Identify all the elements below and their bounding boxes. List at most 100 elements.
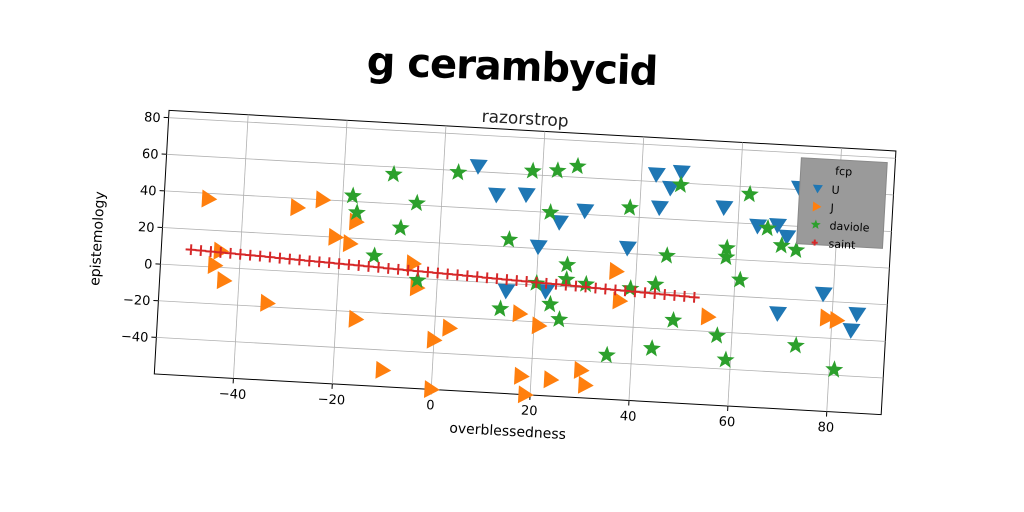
data-point [343, 186, 362, 204]
data-point [452, 269, 463, 281]
data-point [432, 267, 444, 279]
data-point [313, 256, 325, 268]
data-point [523, 161, 542, 180]
data-point [423, 380, 440, 399]
data-point [612, 291, 629, 310]
data-point [550, 214, 569, 231]
grid-line-x [628, 136, 645, 401]
data-point [708, 326, 727, 344]
data-point [529, 239, 548, 256]
legend-marker [810, 219, 821, 230]
data-point [787, 240, 806, 258]
data-point [294, 254, 306, 266]
data-point [517, 187, 536, 204]
data-point [375, 360, 392, 379]
data-point [442, 318, 459, 337]
data-point [207, 255, 224, 274]
data-point [618, 240, 637, 257]
data-point [348, 309, 365, 328]
data-point [842, 323, 861, 339]
data-point [353, 260, 365, 271]
grid-line-y [160, 263, 888, 306]
data-point [639, 287, 651, 299]
series-daviole [343, 156, 844, 378]
data-point [406, 254, 422, 273]
data-point [225, 247, 236, 259]
data-point [600, 283, 611, 295]
y-tick-label: 20 [137, 220, 154, 236]
y-tick-label: 80 [144, 110, 161, 126]
data-point [543, 370, 560, 389]
data-point [597, 345, 616, 364]
data-point [365, 246, 384, 264]
data-point [517, 385, 534, 404]
data-point [646, 274, 665, 293]
data-point [731, 270, 750, 288]
data-point [819, 308, 836, 327]
data-point [570, 280, 582, 292]
data-point [408, 193, 426, 212]
data-point [348, 203, 366, 221]
data-point [216, 271, 233, 290]
data-point [700, 307, 717, 326]
data-point [716, 350, 735, 368]
data-point [449, 163, 468, 181]
data-point [244, 249, 256, 261]
data-point [201, 189, 218, 208]
data-point [284, 253, 296, 265]
grid-line-y [156, 336, 884, 379]
data-point [500, 230, 519, 248]
data-point [426, 330, 443, 349]
data-point [769, 306, 788, 322]
x-tick-label: 40 [619, 409, 636, 425]
data-point [740, 184, 759, 203]
data-point [758, 218, 777, 237]
grid-line-x [233, 114, 249, 379]
data-point [619, 285, 631, 297]
data-point [550, 278, 562, 290]
data-point [215, 246, 227, 258]
data-point [469, 158, 488, 175]
data-point [501, 274, 513, 286]
legend-box [796, 157, 888, 249]
data-point [576, 203, 595, 220]
data-point [548, 161, 567, 179]
data-point [402, 264, 414, 276]
data-point [274, 252, 286, 264]
data-point [264, 251, 276, 263]
x-axis-label: overblessedness [449, 421, 566, 443]
legend-entry-label: saint [828, 237, 856, 252]
data-point [537, 283, 556, 300]
data-point [254, 250, 266, 262]
grid-line-x [331, 120, 348, 384]
data-point [392, 263, 404, 275]
data-point [649, 288, 661, 300]
grid-line-y [158, 300, 886, 342]
data-point [814, 286, 833, 303]
x-tick-label: −40 [218, 387, 246, 404]
data-point [560, 279, 572, 291]
data-point [672, 164, 691, 181]
data-point [568, 156, 587, 175]
axis-ticks: −40 −20 0 20 40 60 80 −40 −20 0 20 40 60 80 [120, 110, 834, 436]
data-point [333, 258, 345, 270]
data-point [772, 236, 791, 254]
x-tick-label: 80 [817, 420, 834, 436]
y-tick-label: −20 [123, 293, 151, 310]
legend-entry-label: daviole [829, 219, 870, 234]
data-point [558, 255, 577, 273]
grid [156, 114, 896, 412]
data-point [512, 304, 529, 323]
data-point [829, 310, 846, 329]
data-point [557, 270, 576, 288]
series-saint [185, 244, 700, 303]
data-point [260, 293, 276, 312]
legend-entry-label: U [831, 183, 840, 196]
legend-marker [811, 239, 818, 246]
y-tick-label: 40 [140, 184, 157, 200]
data-point [573, 360, 590, 379]
data-point [647, 167, 666, 183]
legend-title: fcp [835, 165, 853, 179]
